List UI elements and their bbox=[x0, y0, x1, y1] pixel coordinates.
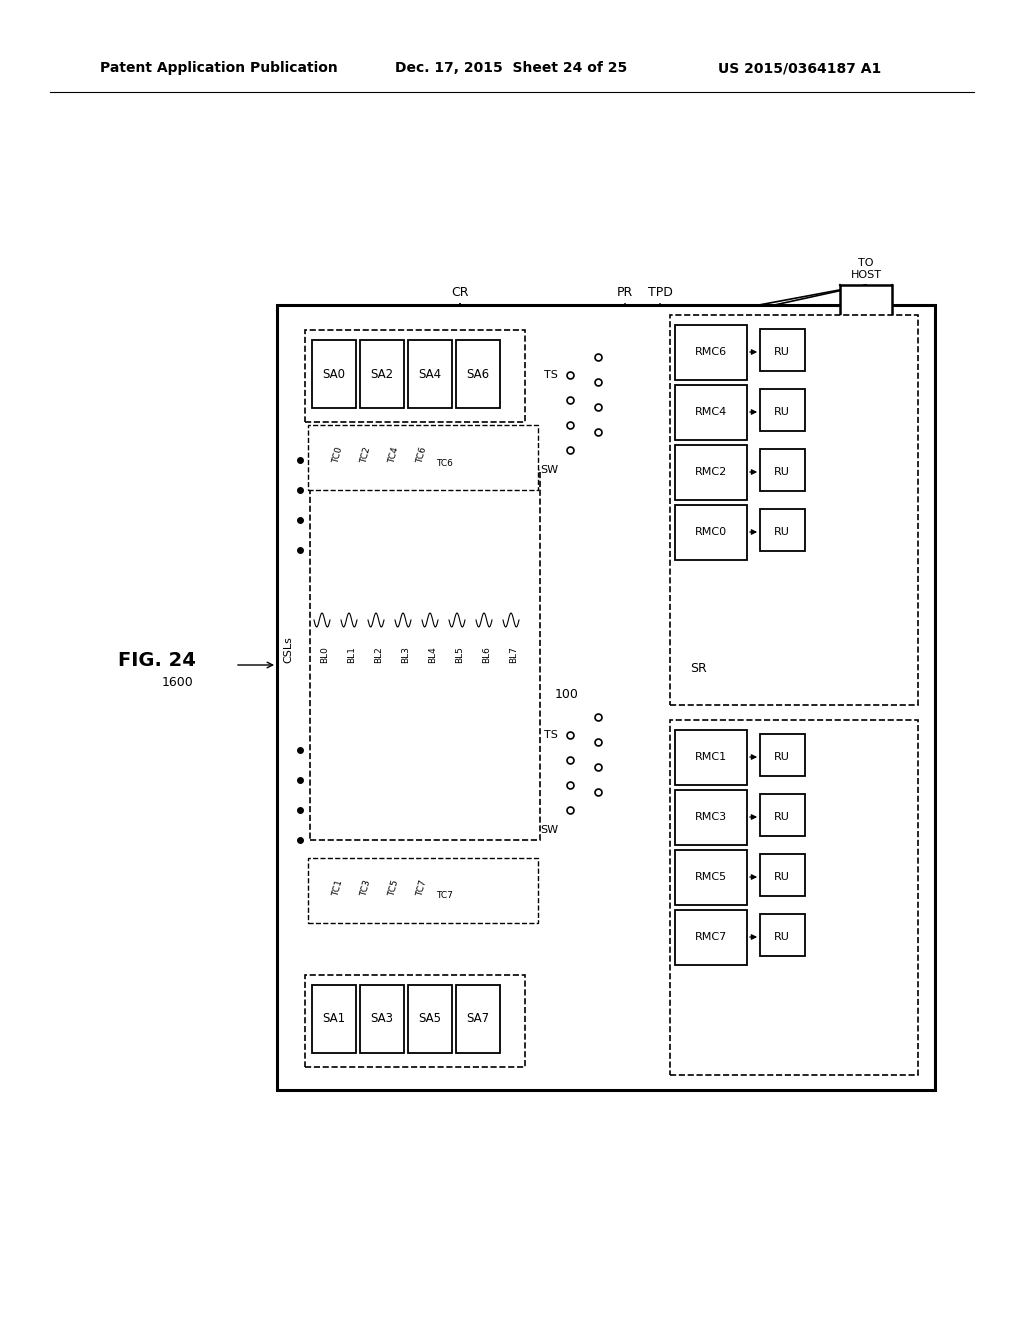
Text: PR: PR bbox=[616, 285, 633, 298]
Text: HOST: HOST bbox=[851, 271, 882, 280]
Text: SA4: SA4 bbox=[419, 367, 441, 380]
Text: SA1: SA1 bbox=[323, 1012, 345, 1026]
Text: Dec. 17, 2015  Sheet 24 of 25: Dec. 17, 2015 Sheet 24 of 25 bbox=[395, 61, 628, 75]
Bar bbox=[675, 325, 746, 380]
Text: RU: RU bbox=[774, 812, 790, 822]
Bar bbox=[310, 470, 540, 840]
Text: RU: RU bbox=[774, 527, 790, 537]
Text: SA3: SA3 bbox=[371, 1012, 393, 1026]
Text: TC5: TC5 bbox=[387, 879, 400, 898]
Text: 1600: 1600 bbox=[162, 676, 194, 689]
Bar bbox=[760, 510, 805, 550]
Text: TS: TS bbox=[544, 370, 558, 380]
Text: BL3: BL3 bbox=[401, 647, 411, 664]
Text: SW: SW bbox=[540, 465, 558, 475]
Text: TC6: TC6 bbox=[416, 446, 428, 465]
Bar bbox=[675, 909, 746, 965]
Text: SA6: SA6 bbox=[467, 367, 489, 380]
Text: SA7: SA7 bbox=[467, 1012, 489, 1026]
Bar bbox=[675, 445, 746, 500]
Text: SA2: SA2 bbox=[371, 367, 393, 380]
Text: SA0: SA0 bbox=[323, 367, 345, 380]
Bar bbox=[312, 985, 356, 1053]
Bar bbox=[760, 795, 805, 836]
Text: RU: RU bbox=[774, 932, 790, 942]
Text: RU: RU bbox=[774, 752, 790, 762]
Bar bbox=[408, 985, 452, 1053]
Bar bbox=[456, 985, 500, 1053]
Bar bbox=[305, 330, 525, 422]
Text: TO: TO bbox=[858, 257, 873, 268]
Bar bbox=[312, 341, 356, 408]
Bar bbox=[760, 329, 805, 371]
Text: CR: CR bbox=[452, 285, 469, 298]
Bar bbox=[670, 719, 918, 1074]
Text: SW: SW bbox=[540, 825, 558, 836]
Bar bbox=[760, 854, 805, 896]
Text: BL4: BL4 bbox=[428, 647, 437, 664]
Text: RMC3: RMC3 bbox=[695, 812, 727, 822]
Text: BL0: BL0 bbox=[321, 647, 330, 664]
Text: BL6: BL6 bbox=[482, 647, 492, 664]
Text: RU: RU bbox=[774, 467, 790, 477]
Text: TS: TS bbox=[544, 730, 558, 741]
Text: BL7: BL7 bbox=[510, 647, 518, 664]
Text: US 2015/0364187 A1: US 2015/0364187 A1 bbox=[718, 61, 882, 75]
Text: FIG. 24: FIG. 24 bbox=[118, 651, 196, 669]
Text: RMC5: RMC5 bbox=[695, 873, 727, 882]
Text: TC7: TC7 bbox=[416, 879, 428, 898]
Text: TC3: TC3 bbox=[359, 879, 373, 898]
Text: RMC7: RMC7 bbox=[695, 932, 727, 942]
Text: TC7: TC7 bbox=[436, 891, 454, 900]
Text: TC2: TC2 bbox=[359, 446, 373, 465]
Bar bbox=[278, 305, 935, 1090]
Text: Patent Application Publication: Patent Application Publication bbox=[100, 61, 338, 75]
Bar bbox=[675, 850, 746, 906]
Text: CSLs: CSLs bbox=[283, 636, 293, 664]
Text: SR: SR bbox=[690, 661, 707, 675]
Bar bbox=[305, 975, 525, 1067]
Bar bbox=[760, 734, 805, 776]
Bar bbox=[675, 385, 746, 440]
Bar bbox=[675, 730, 746, 785]
Text: 100: 100 bbox=[555, 689, 579, 701]
Bar bbox=[360, 985, 404, 1053]
Bar bbox=[760, 449, 805, 491]
Text: RU: RU bbox=[774, 407, 790, 417]
Text: RMC4: RMC4 bbox=[695, 407, 727, 417]
Text: BL2: BL2 bbox=[375, 647, 384, 664]
Text: TC6: TC6 bbox=[436, 458, 454, 467]
Text: TC0: TC0 bbox=[332, 446, 344, 465]
Bar bbox=[675, 789, 746, 845]
Text: RU: RU bbox=[774, 873, 790, 882]
Text: RMC0: RMC0 bbox=[695, 527, 727, 537]
Bar bbox=[456, 341, 500, 408]
Text: RMC1: RMC1 bbox=[695, 752, 727, 762]
Bar bbox=[360, 341, 404, 408]
Bar bbox=[408, 341, 452, 408]
Bar bbox=[670, 315, 918, 705]
Bar bbox=[760, 913, 805, 956]
Text: TC4: TC4 bbox=[387, 446, 400, 465]
Text: SA5: SA5 bbox=[419, 1012, 441, 1026]
Text: BL5: BL5 bbox=[456, 647, 465, 664]
Text: RMC6: RMC6 bbox=[695, 347, 727, 356]
Text: TC1: TC1 bbox=[332, 879, 344, 898]
Text: RU: RU bbox=[774, 347, 790, 356]
Bar bbox=[840, 285, 892, 337]
Bar bbox=[760, 389, 805, 432]
Text: BL1: BL1 bbox=[347, 647, 356, 664]
Bar bbox=[675, 506, 746, 560]
Bar bbox=[308, 425, 538, 490]
Text: RMC2: RMC2 bbox=[695, 467, 727, 477]
Bar bbox=[308, 858, 538, 923]
Text: TPD: TPD bbox=[647, 285, 673, 298]
